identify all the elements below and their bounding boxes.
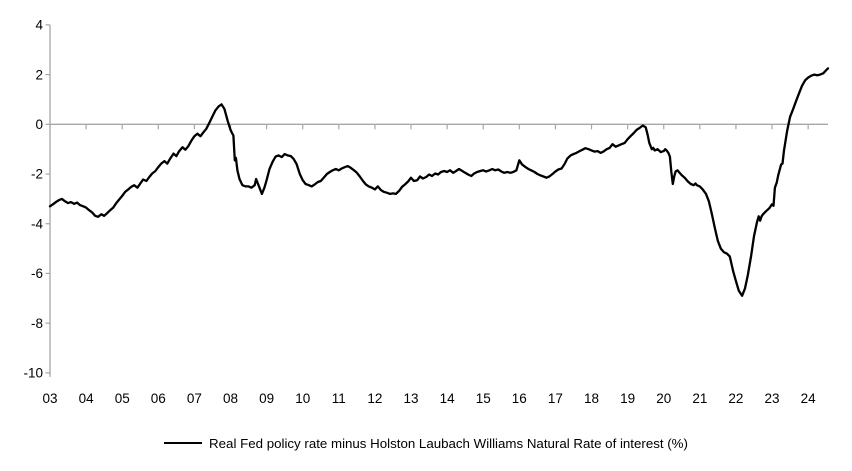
y-axis-tick-label: -6 — [31, 266, 43, 281]
x-axis-tick-label: 24 — [801, 391, 817, 406]
x-axis-tick-label: 08 — [223, 391, 238, 406]
y-axis-tick-label: -10 — [23, 366, 43, 381]
x-axis-tick-label: 11 — [332, 391, 346, 406]
y-axis-tick-label: -2 — [31, 167, 43, 182]
x-axis-tick-label: 13 — [404, 391, 419, 406]
legend-label: Real Fed policy rate minus Holston Lauba… — [209, 435, 688, 451]
y-axis-tick-label: 4 — [35, 18, 43, 33]
x-axis-tick-label: 22 — [728, 391, 743, 406]
line-chart-plot: 03 04 05 06 07 08 09 10 11 12 13 14 15 16 17 18 19 20 21 22… — [23, 18, 830, 406]
x-axis-tick-label: 07 — [187, 391, 202, 406]
x-axis-tick-label: 09 — [259, 391, 274, 406]
y-axis-tick-label: -8 — [31, 316, 43, 331]
x-axis-tick-label: 12 — [367, 391, 382, 406]
y-axis-tick-label: 0 — [35, 117, 43, 132]
series-line-real-fed-policy-rate — [48, 67, 830, 297]
y-axis-tick-label: -4 — [31, 216, 43, 231]
x-axis-tick-label: 10 — [295, 391, 310, 406]
x-axis-tick-label: 05 — [115, 391, 130, 406]
x-axis-tick-label: 15 — [476, 391, 491, 406]
legend: Real Fed policy rate minus Holston Lauba… — [0, 428, 852, 458]
x-axis-tick-label: 03 — [42, 391, 57, 406]
x-axis-tick-label: 19 — [620, 391, 635, 406]
x-axis-tick-label: 17 — [548, 391, 563, 406]
x-axis-tick-label: 21 — [692, 391, 707, 406]
x-axis-tick-label: 06 — [151, 391, 166, 406]
y-axis-tick-label: 2 — [35, 67, 43, 82]
x-axis-tick-label: 23 — [765, 391, 780, 406]
x-axis-tick-label: 14 — [440, 391, 456, 406]
x-axis-tick-label: 04 — [79, 391, 95, 406]
legend-line-swatch — [164, 442, 203, 444]
x-axis-tick-label: 20 — [656, 391, 671, 406]
x-axis-tick-label: 16 — [512, 391, 527, 406]
x-axis-tick-label: 18 — [584, 391, 599, 406]
